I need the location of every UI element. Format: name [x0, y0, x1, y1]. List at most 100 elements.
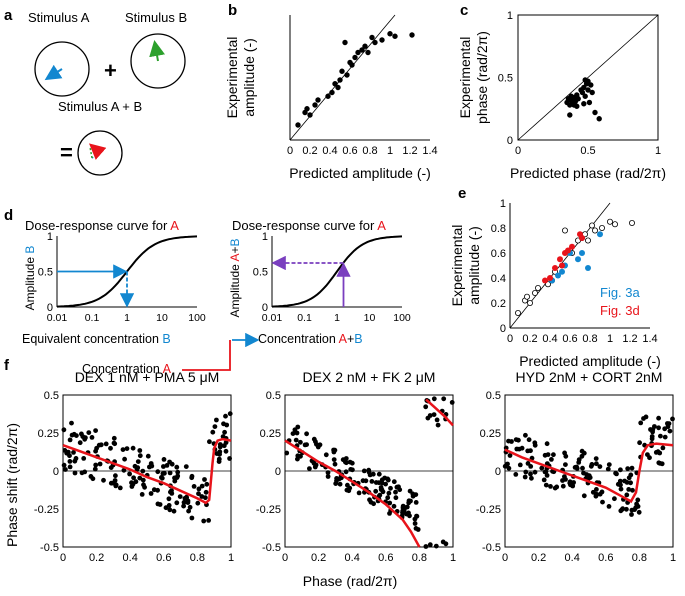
data-point — [613, 470, 618, 476]
data-point-open — [599, 224, 606, 231]
data-point — [343, 469, 349, 475]
data-point-open — [592, 227, 599, 234]
dose-left-ylabel: Amplitude B — [23, 246, 37, 311]
data-point — [369, 479, 375, 484]
data-point — [552, 485, 558, 491]
panel-f-chart-2: DEX 2 nM + FK 2 μM 0 0.2 0.4 0.6 0.8 1 0.5 0.25 0… — [256, 369, 456, 564]
data-point — [140, 477, 146, 483]
data-point — [373, 488, 379, 494]
legend-fig3d: Fig. 3d — [600, 303, 640, 318]
data-point — [606, 504, 612, 509]
dose-right-y-tick-label: 0 — [262, 302, 268, 314]
data-point — [101, 477, 106, 483]
data-point — [385, 477, 391, 483]
data-point — [89, 435, 95, 440]
data-point — [112, 441, 118, 447]
data-point — [294, 430, 300, 436]
data-point-fig3a — [585, 265, 591, 271]
data-point — [168, 489, 173, 495]
data-point-fig3a — [559, 268, 565, 275]
dose-left-y-tick-label: 0 — [47, 302, 53, 314]
dose-right-x-tick-label: 1 — [334, 312, 340, 324]
stimulus-ab-circle — [77, 130, 123, 176]
data-point — [130, 481, 136, 487]
data-point — [304, 431, 309, 437]
data-point — [82, 436, 88, 442]
data-point — [217, 442, 223, 447]
data-point — [315, 444, 321, 450]
data-point — [388, 485, 393, 491]
data-point — [295, 453, 301, 459]
data-point — [221, 443, 227, 449]
dose-right-x-tick-label: 0.01 — [262, 312, 283, 324]
data-point — [449, 400, 455, 405]
data-point — [93, 448, 98, 454]
dose-left-x-tick-label: 1 — [124, 312, 130, 324]
data-point — [187, 504, 193, 510]
x-tick-label: 0.2 — [522, 333, 537, 345]
y-tick-label: 0.4 — [491, 273, 506, 285]
data-point — [122, 456, 127, 462]
data-point — [93, 428, 98, 433]
data-point — [148, 491, 154, 496]
data-point — [222, 429, 228, 435]
data-point — [127, 471, 132, 477]
y-axis-label-line1: Experimental — [224, 37, 240, 119]
data-point — [615, 481, 621, 487]
data-point-open — [515, 309, 522, 316]
x-tick-label: 1.4 — [422, 145, 437, 157]
data-point — [660, 445, 666, 451]
data-point — [597, 491, 603, 497]
y-tick-label: -0.5 — [482, 542, 501, 554]
data-point — [315, 97, 321, 103]
data-point — [81, 456, 87, 461]
data-point — [199, 494, 205, 499]
data-point-fig3d — [559, 262, 565, 269]
data-point — [189, 473, 195, 479]
data-point — [365, 49, 371, 56]
combined-blue-arrow — [91, 152, 101, 159]
data-point — [216, 456, 222, 462]
panel-label-b: b — [228, 2, 237, 19]
data-point — [72, 458, 78, 464]
data-point — [526, 437, 532, 443]
data-point — [514, 446, 520, 452]
data-point — [189, 515, 195, 521]
data-point — [385, 495, 391, 501]
data-point — [159, 475, 164, 480]
x-tick-label: 0.6 — [562, 333, 577, 345]
panel-label-f: f — [4, 357, 10, 374]
data-point — [108, 465, 114, 470]
data-point — [108, 480, 114, 486]
y-tick-label: -0.5 — [262, 542, 281, 554]
data-point — [618, 486, 624, 492]
data-point — [645, 452, 650, 457]
data-point — [636, 509, 642, 515]
data-point — [507, 453, 513, 458]
data-point — [594, 461, 599, 467]
y-tick-label: 0.8 — [491, 223, 506, 235]
data-point — [331, 447, 336, 453]
data-point — [155, 501, 161, 507]
data-point — [506, 465, 512, 471]
panel-label-c: c — [460, 2, 468, 19]
data-point — [649, 434, 655, 439]
data-point — [167, 507, 173, 513]
data-point — [667, 428, 673, 434]
data-point — [606, 462, 612, 467]
data-point — [201, 518, 207, 524]
stimulus-a-circle — [34, 41, 90, 97]
data-point — [443, 541, 449, 547]
x-tick-label: 0.4 — [322, 145, 337, 157]
dose-right-y-tick-label: 1 — [262, 231, 268, 243]
data-point-fig3d — [552, 265, 558, 271]
data-point — [161, 457, 167, 462]
data-point — [626, 475, 632, 481]
data-point — [86, 430, 92, 435]
data-point — [406, 500, 412, 506]
data-point — [588, 82, 594, 88]
data-point-fig3a — [579, 250, 585, 256]
data-point — [657, 450, 663, 456]
dose-right-ylabel: Amplitude A+B — [228, 238, 242, 317]
